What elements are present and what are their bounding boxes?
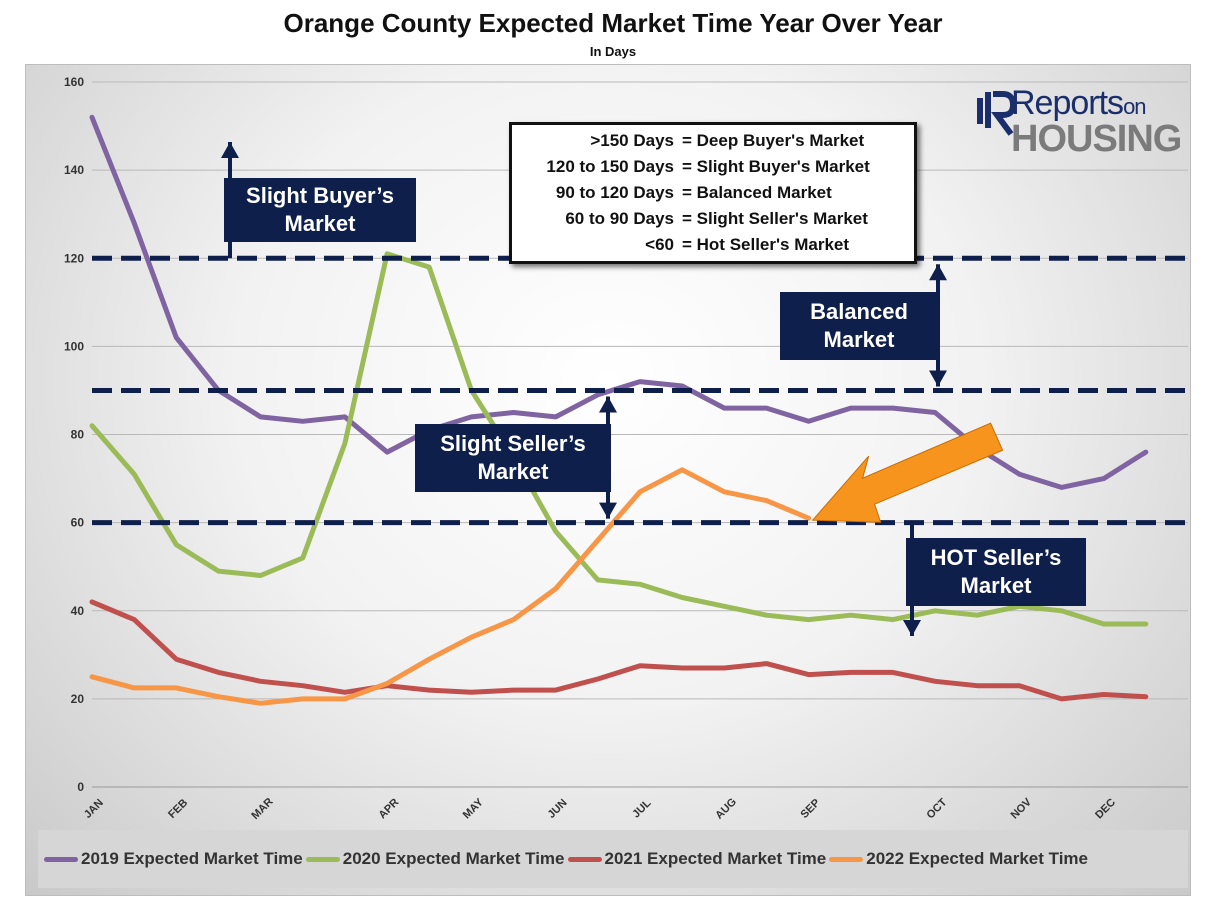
key-row: <60 = Hot Seller's Market [512, 235, 914, 261]
y-tick-label: 60 [71, 516, 85, 530]
x-tick-label: MAR [249, 796, 275, 822]
x-tick-label: DEC [1093, 796, 1118, 821]
logo-on: on [1123, 94, 1147, 119]
annotation-slight-buyer-line1: Slight Buyer’s [246, 183, 394, 208]
x-tick-label: FEB [166, 797, 190, 821]
legend-label-2022: 2022 Expected Market Time [866, 849, 1088, 868]
hot-seller-arrow-head-down [903, 620, 921, 636]
x-tick-label: AUG [713, 796, 739, 822]
balanced-arrow-head-down [929, 370, 947, 387]
series-line-2022 [89, 467, 812, 706]
annotation-balanced-line1: Balanced [810, 299, 908, 324]
y-tick-label: 40 [71, 604, 85, 618]
slight-seller-arrow-head-down [599, 502, 617, 519]
legend-swatch-2021 [567, 856, 602, 862]
annotation-slight-seller-line1: Slight Seller’s [440, 431, 586, 456]
annotation-hot-seller-market: HOT Seller’s Market [906, 538, 1086, 606]
legend-swatch-2019 [44, 856, 78, 862]
chart-subtitle: In Days [589, 44, 637, 59]
x-tick-label: JUL [630, 797, 653, 820]
key-row: >150 Days = Deep Buyer's Market [512, 131, 914, 157]
y-tick-label: 100 [64, 339, 84, 353]
legend: 2019 Expected Market Time 2020 Expected … [44, 848, 1091, 870]
annotation-balanced-market: Balanced Market [780, 292, 938, 360]
key-range: >150 Days [590, 131, 674, 150]
legend-item-2022: 2022 Expected Market Time [829, 849, 1088, 869]
key-row: 120 to 150 Days = Slight Buyer's Market [512, 157, 914, 183]
slight-seller-arrow-head-up [599, 396, 617, 413]
annotation-slight-buyer-market: Slight Buyer’s Market [224, 178, 416, 242]
balanced-arrow-head-up [929, 264, 947, 281]
chart-title: Orange County Expected Market Time Year … [283, 8, 943, 38]
logo-mark-icon [977, 91, 1017, 136]
y-tick-label: 160 [64, 75, 84, 89]
annotation-hot-seller-line2: Market [960, 573, 1032, 598]
reports-on-housing-logo: Reportson HOUSING [975, 84, 1185, 160]
legend-label-2019: 2019 Expected Market Time [81, 849, 303, 868]
y-tick-label: 20 [71, 692, 85, 706]
key-label: = Slight Buyer's Market [682, 157, 870, 176]
legend-swatch-2020 [305, 856, 340, 862]
legend-item-2020: 2020 Expected Market Time [305, 849, 565, 869]
key-label: = Slight Seller's Market [682, 209, 868, 228]
annotation-hot-seller-line1: HOT Seller’s [930, 545, 1062, 570]
x-tick-label: SEP [798, 797, 822, 821]
legend-background [38, 830, 1188, 888]
y-tick-label: 80 [71, 428, 85, 442]
key-row: 90 to 120 Days = Balanced Market [512, 183, 914, 209]
key-label: = Balanced Market [682, 183, 832, 202]
x-tick-label: OCT [924, 796, 949, 821]
legend-item-2019: 2019 Expected Market Time [44, 849, 303, 869]
key-label: = Deep Buyer's Market [682, 131, 865, 150]
market-key-legend: >150 Days = Deep Buyer's Market 120 to 1… [509, 122, 917, 264]
x-tick-label: MAY [461, 796, 487, 822]
callout-arrow-icon [811, 422, 1004, 523]
x-tick-label: JAN [82, 797, 106, 821]
logo-reports: Reports [1011, 84, 1124, 122]
key-range: 60 to 90 Days [565, 209, 674, 228]
series-line-2020 [89, 251, 1149, 627]
key-range: 90 to 120 Days [555, 183, 674, 202]
annotation-balanced-line2: Market [823, 327, 895, 352]
series-line-2021 [89, 599, 1149, 702]
annotation-slight-seller-market: Slight Seller’s Market [415, 424, 611, 492]
y-tick-label: 120 [64, 251, 84, 265]
legend-label-2021: 2021 Expected Market Time [604, 849, 827, 868]
x-tick-label: APR [376, 796, 401, 821]
legend-item-2021: 2021 Expected Market Time [567, 849, 827, 869]
x-tick-label: NOV [1009, 796, 1035, 822]
key-range: 120 to 150 Days [546, 157, 674, 176]
annotation-slight-seller-line2: Market [477, 459, 549, 484]
legend-swatch-2022 [829, 856, 864, 862]
slight-buyer-arrow-head-up [221, 142, 239, 158]
key-label: = Hot Seller's Market [682, 235, 850, 254]
key-row: 60 to 90 Days = Slight Seller's Market [512, 209, 914, 235]
legend-label-2020: 2020 Expected Market Time [342, 849, 565, 868]
y-tick-label: 140 [64, 163, 84, 177]
x-tick-label: JUN [546, 797, 570, 821]
logo-text-reports: Reportson [997, 84, 1147, 123]
key-range: <60 [645, 235, 674, 254]
y-tick-label: 0 [77, 780, 84, 794]
logo-text-housing: HOUSING [1011, 118, 1182, 160]
annotation-slight-buyer-line2: Market [284, 211, 356, 236]
